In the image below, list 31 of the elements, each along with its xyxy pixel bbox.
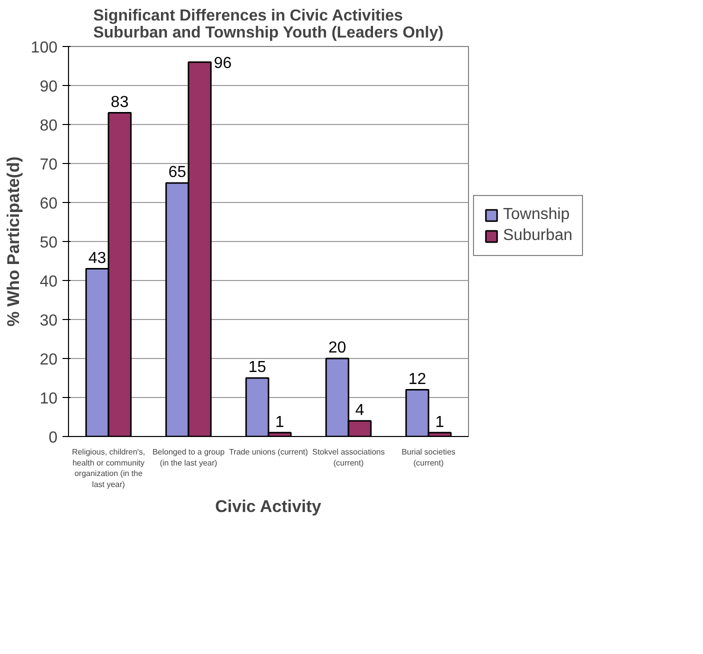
y-tick-label: 70 [40, 156, 58, 174]
chart-title: Significant Differences in Civic Activities Suburban and Township Youth (Leaders Only) [93, 8, 444, 42]
x-tick-label: Religious, children's, health or community organization (in the last year) [72, 448, 146, 489]
x-tick-label: Trade unions (current) [229, 448, 308, 456]
data-label: 15 [248, 359, 266, 376]
y-tick-label: 100 [30, 40, 58, 56]
y-tick-label: 40 [40, 274, 58, 290]
legend-label: Township [503, 206, 570, 224]
x-axis-title: Civic Activity [215, 496, 322, 516]
y-axis-title: % Who Participate(d) [4, 156, 23, 327]
x-tick-label: Belonged to a group (in the last year) [152, 448, 226, 468]
data-label: 65 [168, 164, 186, 182]
legend-label: Suburban [503, 227, 572, 245]
data-label: 96 [214, 55, 232, 72]
data-label: 1 [435, 414, 444, 431]
y-tick-label: 60 [40, 196, 58, 212]
data-label: 20 [328, 340, 346, 357]
y-tick-label: 0 [48, 430, 58, 446]
data-label: 1 [275, 414, 284, 431]
data-label: 12 [408, 370, 426, 388]
y-tick-label: 10 [40, 390, 58, 408]
data-label: 83 [110, 94, 129, 111]
data-label: 43 [88, 250, 106, 267]
y-tick-label: 50 [40, 234, 58, 252]
y-tick-label: 20 [40, 352, 58, 368]
data-label: 4 [355, 402, 364, 420]
y-tick-label: 80 [40, 118, 58, 134]
x-tick-label: Stokvel associations (current) [312, 448, 385, 468]
y-tick-label: 90 [40, 78, 58, 96]
y-tick-label: 30 [40, 312, 58, 330]
x-tick-label: Burial societies (current) [402, 448, 456, 468]
